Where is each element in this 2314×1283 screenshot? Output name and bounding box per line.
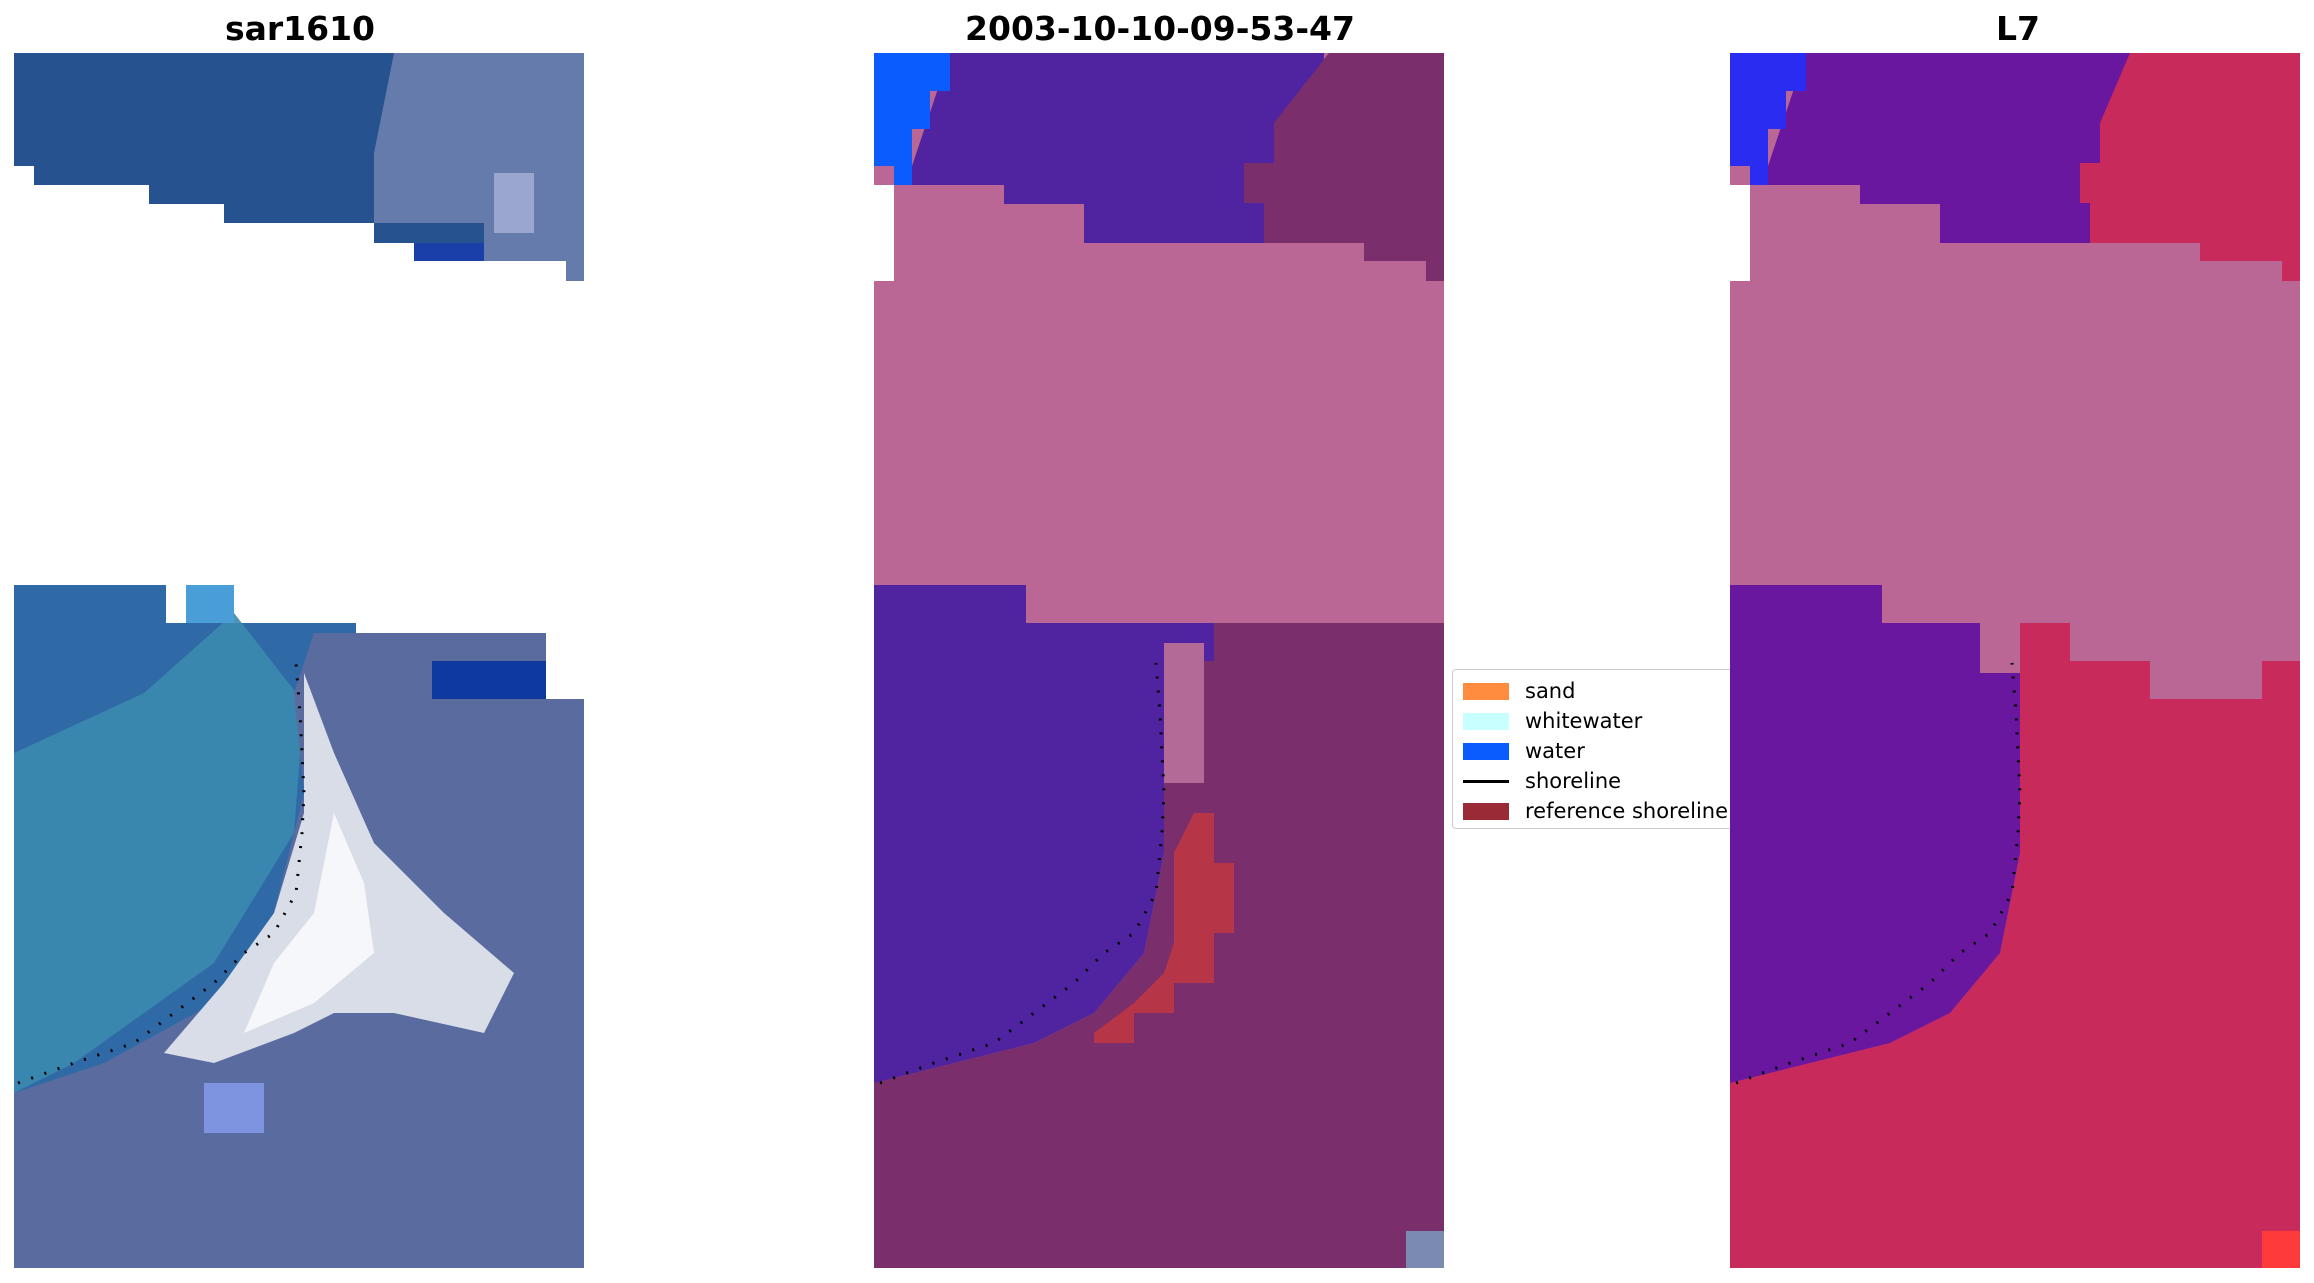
class-ref-shoreline <box>1094 813 1234 1043</box>
class-bottom-land <box>874 623 1444 1268</box>
l7-bottom-land <box>1730 623 2300 1268</box>
class-nodata-corner <box>874 185 894 281</box>
legend-label: shoreline <box>1525 769 1622 793</box>
rgb-top-blue-cell <box>414 243 484 261</box>
class-top-land <box>1244 53 1444 281</box>
class-bottom-right-cell <box>1406 1231 1444 1268</box>
class-bottom-water <box>874 585 1214 1083</box>
rgb-spit-core <box>244 813 374 1033</box>
l7-bottom-water <box>1730 585 2020 1083</box>
legend-label: whitewater <box>1525 709 1643 733</box>
class-bright-land <box>1164 643 1204 783</box>
rgb-image-panel <box>14 53 584 1268</box>
sand-swatch-icon <box>1463 682 1509 700</box>
reference-shoreline-swatch-icon <box>1463 802 1509 820</box>
l7-red-corner <box>2262 1231 2300 1268</box>
panel-title-rgb: sar1610 <box>224 9 376 48</box>
class-top-water <box>912 53 1324 243</box>
panel-title-l7: L7 <box>1996 9 2040 48</box>
l7-top-water <box>1768 53 2130 243</box>
legend: sand whitewater water shoreline referenc… <box>1452 669 1742 829</box>
l7-top-land <box>2080 53 2300 281</box>
l7-image <box>1730 53 2300 1268</box>
whitewater-swatch-icon <box>1463 712 1509 730</box>
legend-item-shoreline: shoreline <box>1463 766 1731 796</box>
classification-image <box>874 53 1444 1268</box>
legend-label: reference shoreline <box>1525 799 1729 823</box>
legend-label: sand <box>1525 679 1576 703</box>
water-swatch-icon <box>1463 742 1509 760</box>
class-water-blue <box>874 53 950 185</box>
l7-nodata-corner <box>1730 185 1750 281</box>
legend-item-sand: sand <box>1463 676 1731 706</box>
legend-item-water: water <box>1463 736 1731 766</box>
panel-title-classification: 2003-10-10-09-53-47 <box>965 9 1355 48</box>
rgb-image <box>14 53 584 1268</box>
legend-label: water <box>1525 739 1585 763</box>
l7-panel <box>1730 53 2300 1268</box>
rgb-shallow <box>14 613 304 1093</box>
l7-mask-upper <box>1882 585 2300 699</box>
shoreline-line-icon <box>1463 779 1509 783</box>
rgb-blue-cell <box>204 1083 264 1133</box>
l7-water-blue <box>1730 53 1806 185</box>
classification-panel <box>874 53 1444 1268</box>
rgb-deep-corner <box>432 661 546 699</box>
legend-item-whitewater: whitewater <box>1463 706 1731 736</box>
rgb-bright-cell <box>186 585 234 623</box>
legend-item-reference-shoreline: reference shoreline <box>1463 796 1731 826</box>
rgb-top-bright <box>494 173 534 233</box>
